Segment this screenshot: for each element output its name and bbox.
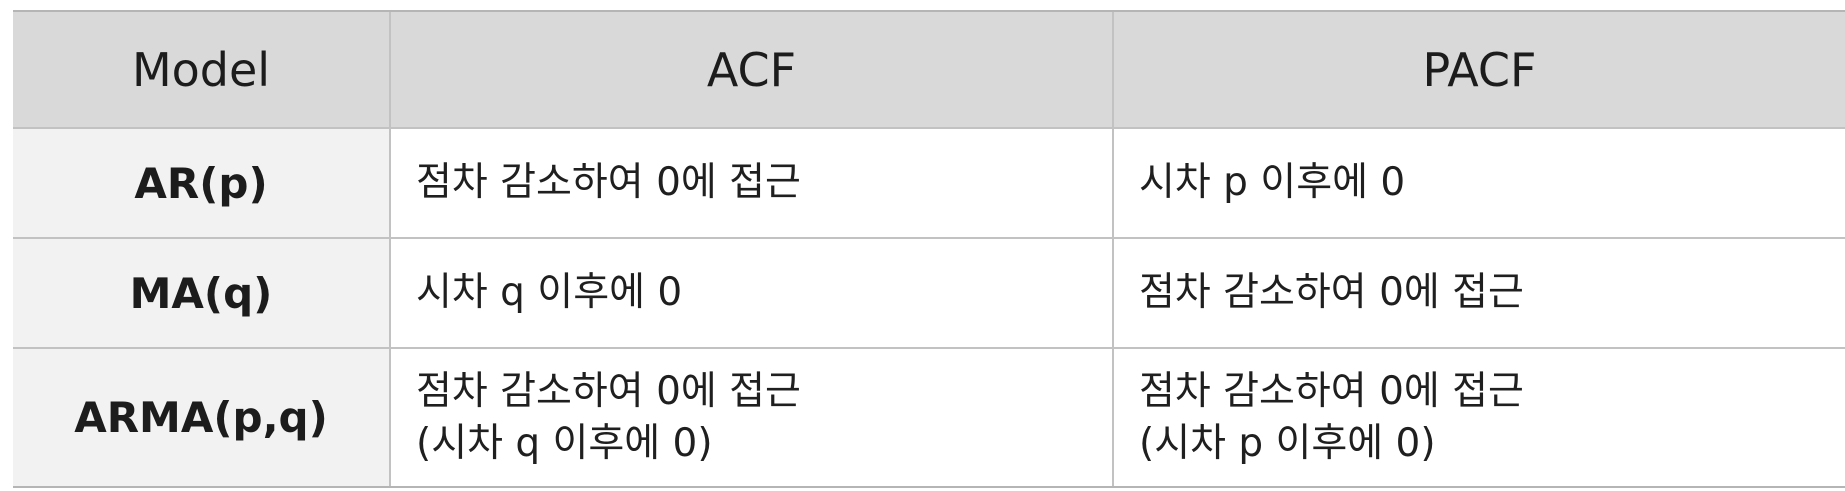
- pacf-ma-line-1: 점차 감소하여 0에 접근: [1139, 270, 1524, 315]
- pacf-arma-line-2: (시차 p 이후에 0): [1139, 420, 1436, 466]
- pacf-cell-arma: 점차 감소하여 0에 접근 (시차 p 이후에 0): [1112, 348, 1845, 486]
- header-pacf: PACF: [1112, 12, 1845, 129]
- table-row-arma: ARMA(p,q) 점차 감소하여 0에 접근 (시차 q 이후에 0) 점차 …: [13, 348, 1845, 486]
- pacf-cell-ar: 시차 p 이후에 0: [1112, 128, 1845, 239]
- acf-ma-line-1: 시차 q 이후에 0: [416, 270, 683, 315]
- pacf-ar-line-1: 시차 p 이후에 0: [1139, 160, 1406, 205]
- table-row-ma: MA(q) 시차 q 이후에 0 점차 감소하여 0에 접근: [13, 238, 1845, 349]
- acf-cell-ma: 시차 q 이후에 0: [389, 238, 1113, 349]
- acf-ar-line-1: 점차 감소하여 0에 접근: [416, 160, 801, 205]
- pacf-cell-ma: 점차 감소하여 0에 접근: [1112, 238, 1845, 349]
- header-acf: ACF: [389, 12, 1113, 129]
- model-cell-arma: ARMA(p,q): [13, 348, 390, 486]
- header-row: Model ACF PACF: [13, 12, 1845, 129]
- model-cell-ma: MA(q): [13, 238, 390, 349]
- table-body: AR(p) 점차 감소하여 0에 접근 시차 p 이후에 0 MA(q) 시차 …: [13, 128, 1845, 486]
- acf-cell-ar: 점차 감소하여 0에 접근: [389, 128, 1113, 239]
- acf-arma-line-2: (시차 q 이후에 0): [416, 420, 713, 466]
- header-model: Model: [13, 12, 390, 129]
- model-cell-ar: AR(p): [13, 128, 390, 239]
- pacf-arma-line-1: 점차 감소하여 0에 접근: [1139, 368, 1524, 414]
- acf-cell-arma: 점차 감소하여 0에 접근 (시차 q 이후에 0): [389, 348, 1113, 486]
- table-header: Model ACF PACF: [13, 12, 1845, 129]
- acf-pacf-table-frame: Model ACF PACF AR(p) 점차 감소하여 0에 접근 시차 p …: [13, 10, 1845, 488]
- acf-arma-line-1: 점차 감소하여 0에 접근: [416, 368, 801, 414]
- table-row-ar: AR(p) 점차 감소하여 0에 접근 시차 p 이후에 0: [13, 128, 1845, 239]
- acf-pacf-table: Model ACF PACF AR(p) 점차 감소하여 0에 접근 시차 p …: [13, 12, 1845, 486]
